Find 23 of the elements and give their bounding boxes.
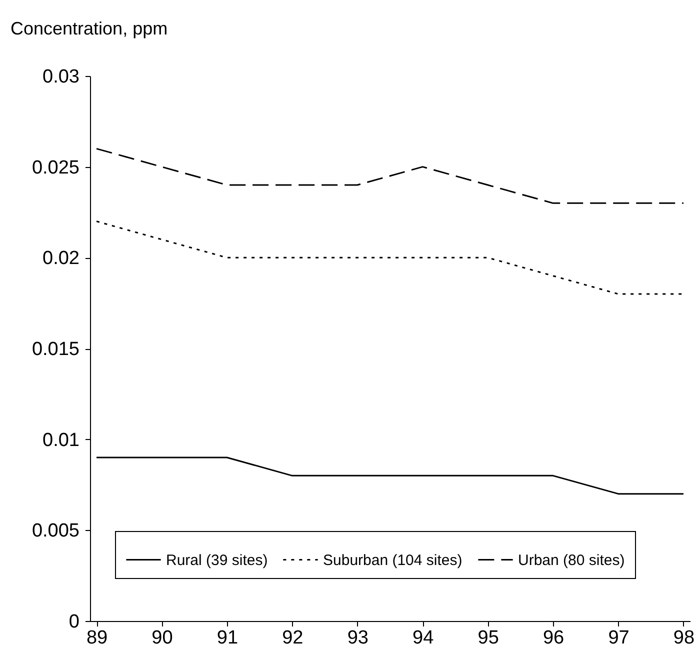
x-tick-label: 96: [542, 628, 564, 648]
line-series: [96, 220, 684, 295]
x-tick-label: 94: [412, 628, 434, 648]
y-tick-label: 0.025: [32, 157, 80, 178]
x-tick-label: 90: [152, 628, 173, 648]
y-tick-label: 0.01: [42, 430, 80, 451]
legend-label: Rural (39 sites): [166, 552, 268, 569]
x-tick-label: 92: [282, 628, 304, 648]
x-tick-label: 93: [347, 628, 368, 648]
x-tick-label: 98: [673, 628, 695, 648]
x-tick-label: 97: [608, 628, 630, 648]
y-tick-label: 0: [68, 612, 80, 632]
x-tick-label: 95: [478, 628, 499, 648]
legend-label: Suburban (104 sites): [323, 552, 462, 569]
y-tick-label: 0.02: [42, 248, 80, 270]
line-series: [96, 148, 684, 204]
x-tick-label: 91: [216, 628, 238, 648]
y-tick-label: 0.015: [32, 339, 80, 360]
y-axis-title: Concentration, ppm: [10, 18, 168, 38]
legend-label: Urban (80 sites): [518, 552, 625, 569]
y-tick-label: 0.005: [32, 520, 80, 542]
x-tick-label: 89: [86, 628, 108, 648]
y-tick-label: 0.03: [42, 66, 80, 88]
